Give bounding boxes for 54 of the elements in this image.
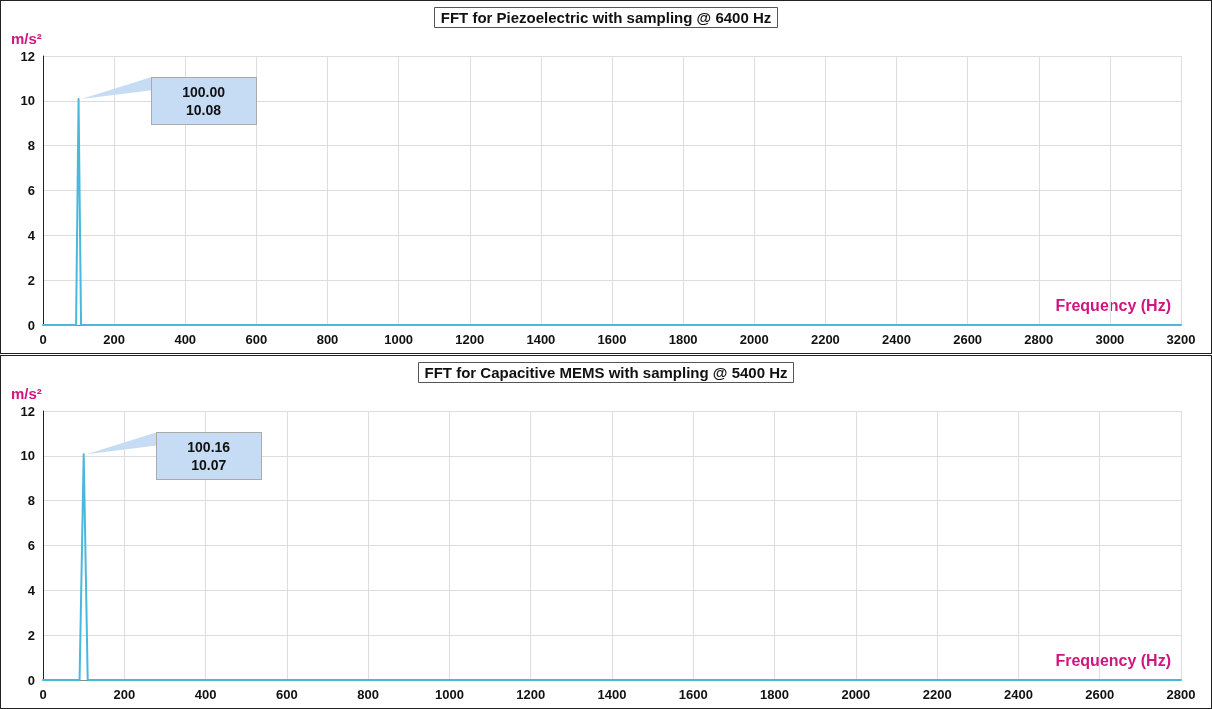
- chart-title: FFT for Capacitive MEMS with sampling @ 5400 Hz: [424, 364, 788, 381]
- y-tick-label: 10: [20, 448, 35, 464]
- y-tick-label: 12: [20, 48, 35, 64]
- chart-title: FFT for Piezoelectric with sampling @ 6400 Hz: [440, 9, 772, 26]
- y-axis-title: m/s²: [11, 30, 42, 47]
- y-tick-label: 4: [27, 227, 36, 243]
- x-tick-label: 3000: [1095, 332, 1125, 347]
- x-tick-label: 1400: [526, 332, 556, 347]
- y-tick-label: 12: [20, 403, 35, 419]
- x-tick-label: 2600: [1085, 687, 1115, 702]
- callout-box: 100.00 10.08: [150, 77, 257, 126]
- x-tick-label: 400: [194, 687, 217, 702]
- x-tick-label: 2200: [922, 687, 952, 702]
- x-tick-label: 200: [103, 332, 125, 347]
- x-tick-label: 0: [39, 332, 47, 347]
- x-tick-label: 3200: [1166, 332, 1196, 347]
- y-tick-label: 4: [27, 582, 36, 598]
- x-tick-label: 1800: [760, 687, 790, 702]
- x-tick-label: 1000: [434, 687, 464, 702]
- y-tick-label: 0: [27, 672, 35, 688]
- x-axis-title: Frequency (Hz): [1055, 296, 1172, 314]
- x-tick-label: 600: [276, 687, 298, 702]
- x-tick-label: 0: [39, 687, 47, 702]
- x-tick-label: 200: [113, 687, 136, 702]
- y-tick-label: 2: [27, 272, 35, 288]
- x-tick-label: 800: [357, 687, 379, 702]
- x-tick-label: 2000: [739, 332, 769, 347]
- x-tick-label: 2200: [810, 332, 840, 347]
- x-tick-label: 400: [174, 332, 197, 347]
- x-tick-label: 1000: [384, 332, 414, 347]
- x-tick-label: 2800: [1166, 687, 1196, 702]
- y-tick-label: 6: [27, 183, 35, 198]
- y-axis-title: m/s²: [11, 385, 42, 402]
- x-tick-label: 600: [245, 332, 268, 347]
- y-tick-label: 2: [27, 627, 35, 643]
- x-tick-label: 1400: [597, 687, 627, 702]
- x-tick-label: 2600: [953, 332, 983, 347]
- y-tick-label: 8: [27, 493, 35, 509]
- x-tick-label: 2400: [1003, 687, 1033, 702]
- callout-box: 100.16 10.07: [155, 432, 262, 481]
- x-tick-label: 1200: [516, 687, 546, 702]
- x-tick-label: 1600: [678, 687, 708, 702]
- x-tick-label: 1200: [455, 332, 485, 347]
- y-tick-label: 8: [27, 138, 35, 154]
- y-tick-label: 6: [27, 538, 35, 553]
- y-tick-label: 0: [27, 317, 35, 333]
- x-tick-label: 1600: [597, 332, 627, 347]
- x-tick-label: 800: [316, 332, 339, 347]
- x-tick-label: 2800: [1024, 332, 1054, 347]
- x-tick-label: 1800: [668, 332, 698, 347]
- x-tick-label: 2400: [882, 332, 911, 347]
- y-tick-label: 10: [20, 93, 35, 109]
- x-tick-label: 2000: [841, 687, 871, 702]
- x-axis-title: Frequency (Hz): [1055, 651, 1172, 669]
